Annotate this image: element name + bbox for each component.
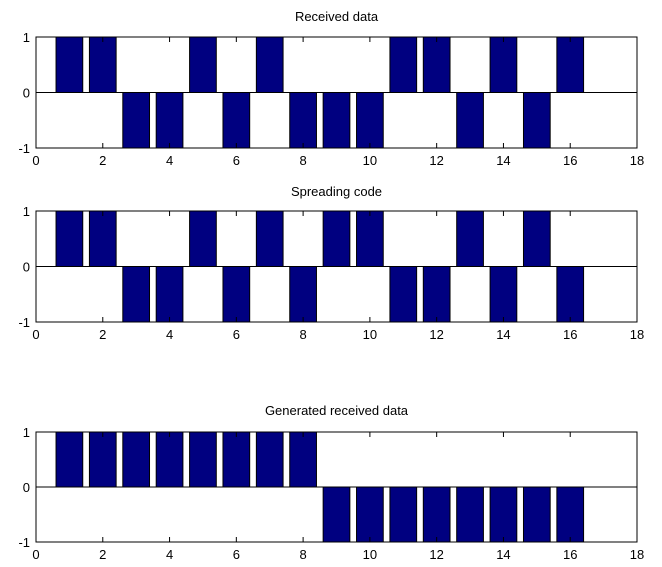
x-tick-label: 6: [233, 153, 240, 168]
bar: [522, 92, 551, 149]
bar: [322, 210, 351, 267]
bar: [289, 266, 317, 323]
x-tick-label: 10: [363, 153, 377, 168]
bar: [322, 486, 351, 543]
x-tick-label: 2: [99, 327, 106, 342]
bar: [255, 210, 284, 267]
x-tick-label: 18: [630, 547, 644, 562]
bar: [122, 92, 151, 149]
subplot-spreading-code: Spreading code 0 2 4 6 8 10 12 14 16 18-101: [18, 184, 644, 342]
x-tick-label: 16: [563, 327, 577, 342]
x-tick-label: 2: [99, 153, 106, 168]
bar: [322, 92, 351, 149]
x-tick-label: 14: [496, 153, 510, 168]
x-tick-label: 4: [166, 547, 173, 562]
bar: [389, 36, 418, 93]
bar: [222, 92, 251, 149]
x-tick-label: 16: [563, 547, 577, 562]
x-tick-label: 4: [166, 327, 173, 342]
x-tick-label: 2: [99, 547, 106, 562]
y-tick-label: 1: [23, 30, 30, 45]
bar: [489, 36, 518, 93]
bar: [389, 486, 418, 543]
bar: [155, 92, 184, 149]
bar: [189, 210, 217, 267]
y-tick-label: 1: [23, 204, 30, 219]
bar: [122, 266, 151, 323]
x-tick-label: 0: [32, 547, 39, 562]
x-tick-label: 6: [233, 327, 240, 342]
bar: [55, 431, 84, 488]
bar: [522, 486, 551, 543]
bar: [122, 431, 151, 488]
subplot-generated-received-data: Generated received data 0 2 4 6 8 10 12 14 16 18-…: [18, 403, 644, 562]
y-tick-label: 0: [23, 260, 30, 275]
bar: [222, 431, 251, 488]
x-tick-label: 14: [496, 327, 510, 342]
bar: [88, 36, 117, 93]
x-tick-label: 18: [630, 327, 644, 342]
subplot-received-data: Received data 0 2 4 6 8 10 12 14 16 18-101: [18, 9, 644, 168]
bar: [489, 486, 518, 543]
bar: [255, 36, 284, 93]
bar: [88, 431, 117, 488]
x-tick-label: 8: [299, 153, 306, 168]
x-tick-label: 8: [299, 547, 306, 562]
bar: [456, 210, 484, 267]
x-tick-label: 8: [299, 327, 306, 342]
x-tick-label: 10: [363, 327, 377, 342]
x-tick-label: 0: [32, 327, 39, 342]
x-tick-label: 0: [32, 153, 39, 168]
y-tick-label: 1: [23, 425, 30, 440]
bar: [522, 210, 551, 267]
bar: [556, 266, 585, 323]
x-tick-label: 4: [166, 153, 173, 168]
x-tick-label: 18: [630, 153, 644, 168]
x-tick-label: 12: [429, 153, 443, 168]
bar: [356, 92, 384, 149]
subplot-title: Generated received data: [265, 403, 409, 418]
x-tick-label: 14: [496, 547, 510, 562]
bar: [222, 266, 251, 323]
subplot-title: Spreading code: [291, 184, 382, 199]
bar: [422, 266, 451, 323]
bar: [88, 210, 117, 267]
y-tick-label: -1: [18, 141, 30, 156]
x-tick-label: 10: [363, 547, 377, 562]
subplot-title: Received data: [295, 9, 379, 24]
bar: [155, 431, 184, 488]
bar: [356, 210, 384, 267]
bar: [255, 431, 284, 488]
bar: [556, 36, 585, 93]
y-tick-label: -1: [18, 535, 30, 550]
y-tick-label: 0: [23, 480, 30, 495]
bar: [289, 92, 317, 149]
x-tick-label: 12: [429, 547, 443, 562]
x-tick-label: 6: [233, 547, 240, 562]
bar: [155, 266, 184, 323]
y-tick-label: -1: [18, 315, 30, 330]
bar: [289, 431, 317, 488]
bar: [422, 36, 451, 93]
bar: [55, 36, 84, 93]
x-tick-label: 16: [563, 153, 577, 168]
bar: [189, 36, 217, 93]
bar: [189, 431, 217, 488]
bar: [556, 486, 585, 543]
bar: [456, 486, 484, 543]
bar: [489, 266, 518, 323]
y-tick-label: 0: [23, 86, 30, 101]
bar: [55, 210, 84, 267]
bar: [389, 266, 418, 323]
bar: [356, 486, 384, 543]
bar: [456, 92, 484, 149]
bar: [422, 486, 451, 543]
x-tick-label: 12: [429, 327, 443, 342]
